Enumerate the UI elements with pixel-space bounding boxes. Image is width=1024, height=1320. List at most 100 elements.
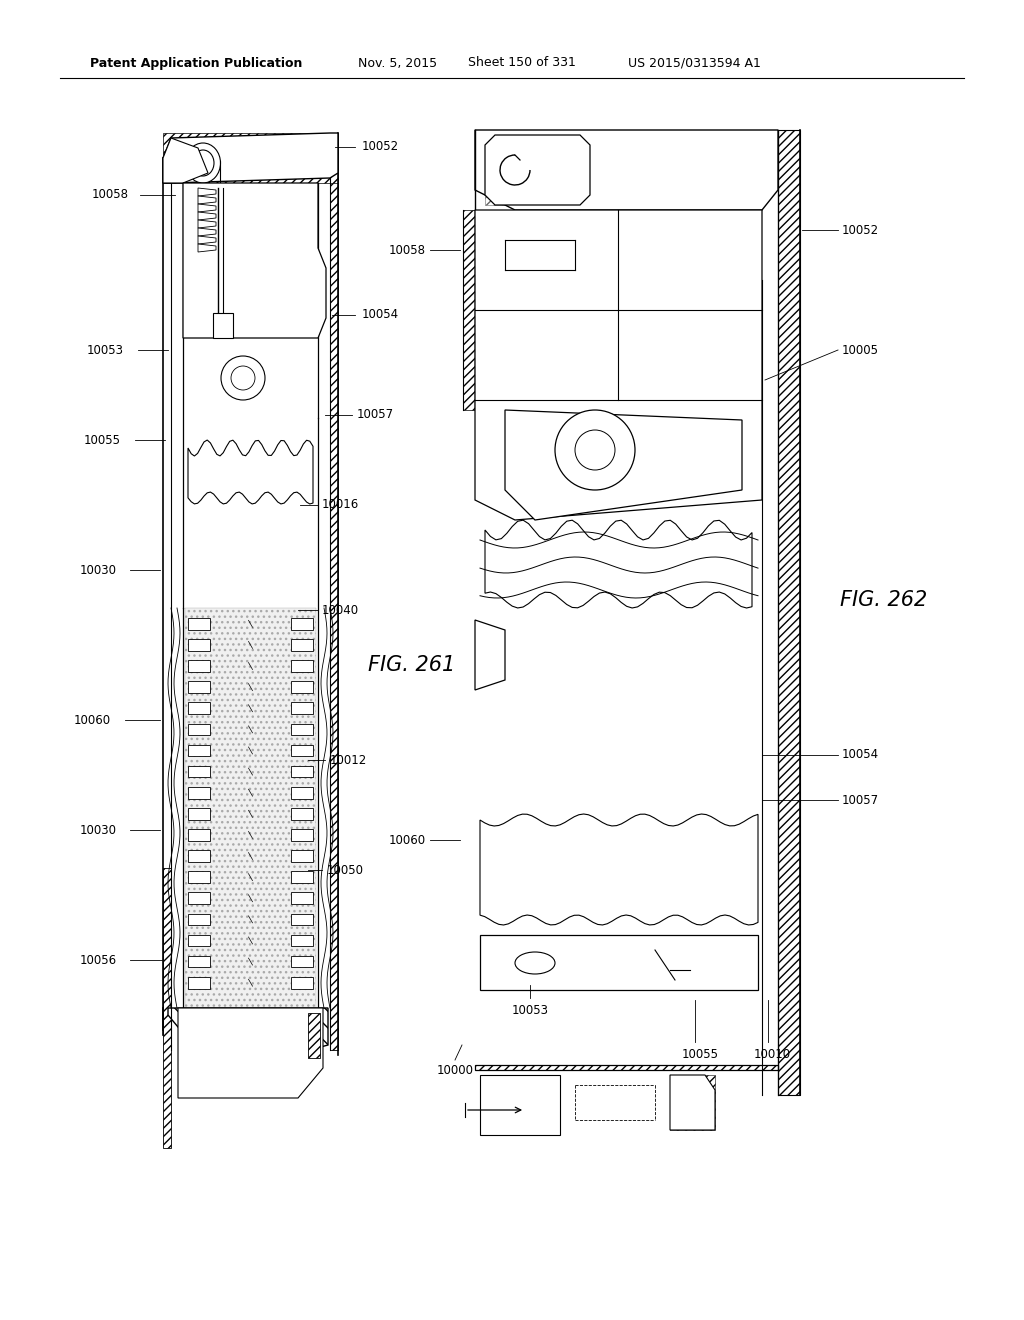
Text: 10030: 10030	[80, 824, 117, 837]
Bar	[188, 956, 210, 968]
Bar	[485, 135, 590, 205]
Polygon shape	[475, 620, 505, 690]
Bar	[188, 723, 210, 735]
Polygon shape	[163, 133, 338, 183]
Bar	[188, 977, 210, 989]
Bar	[291, 913, 313, 925]
Circle shape	[575, 430, 615, 470]
Text: 10060: 10060	[74, 714, 111, 726]
Text: 10005: 10005	[842, 343, 879, 356]
Bar	[291, 702, 313, 714]
Bar	[291, 787, 313, 799]
Text: 10052: 10052	[842, 223, 879, 236]
Bar	[330, 139, 338, 1049]
Text: Patent Application Publication: Patent Application Publication	[90, 57, 302, 70]
Bar	[463, 210, 475, 411]
Bar	[188, 618, 210, 630]
Bar	[480, 940, 515, 979]
Polygon shape	[485, 520, 752, 609]
Bar	[308, 1012, 319, 1059]
Bar	[670, 1074, 715, 1130]
Bar	[188, 681, 210, 693]
Text: Sheet 150 of 331: Sheet 150 of 331	[468, 57, 575, 70]
Bar	[163, 133, 338, 183]
Polygon shape	[505, 411, 742, 520]
Bar	[291, 681, 313, 693]
Text: 10054: 10054	[842, 748, 879, 762]
Text: 10055: 10055	[682, 1048, 719, 1061]
Bar	[291, 723, 313, 735]
Bar	[291, 618, 313, 630]
Bar	[291, 660, 313, 672]
Bar	[213, 313, 233, 338]
Text: 10050: 10050	[327, 863, 364, 876]
Text: 10057: 10057	[842, 793, 879, 807]
Polygon shape	[670, 1074, 715, 1130]
Polygon shape	[485, 135, 590, 205]
Text: 10058: 10058	[91, 189, 128, 202]
Ellipse shape	[185, 143, 220, 183]
Polygon shape	[475, 129, 778, 210]
Bar	[778, 129, 800, 1096]
Polygon shape	[178, 1008, 323, 1098]
Bar	[291, 829, 313, 841]
Bar	[188, 913, 210, 925]
Polygon shape	[183, 183, 326, 338]
Bar	[291, 956, 313, 968]
Bar	[188, 871, 210, 883]
Bar	[291, 744, 313, 756]
Bar	[188, 660, 210, 672]
Bar	[163, 869, 171, 1148]
Bar	[188, 766, 210, 777]
Polygon shape	[480, 814, 758, 925]
Text: 10056: 10056	[80, 953, 117, 966]
Text: 10000: 10000	[436, 1064, 473, 1077]
Polygon shape	[198, 213, 216, 220]
Bar	[188, 829, 210, 841]
Text: 10053: 10053	[512, 1003, 549, 1016]
Bar	[188, 639, 210, 651]
Bar	[185, 609, 316, 1008]
Text: 10012: 10012	[330, 754, 367, 767]
Text: 10058: 10058	[388, 243, 426, 256]
Polygon shape	[198, 195, 216, 205]
Text: 10055: 10055	[84, 433, 121, 446]
Polygon shape	[475, 210, 762, 520]
Ellipse shape	[515, 952, 555, 974]
Bar	[188, 744, 210, 756]
Text: FIG. 261: FIG. 261	[368, 655, 456, 675]
Bar	[188, 702, 210, 714]
Text: US 2015/0313594 A1: US 2015/0313594 A1	[628, 57, 761, 70]
Text: 10053: 10053	[86, 343, 124, 356]
Bar	[483, 1078, 557, 1133]
Text: 10016: 10016	[322, 499, 358, 511]
Polygon shape	[198, 220, 216, 228]
Polygon shape	[198, 187, 216, 195]
Bar	[291, 935, 313, 946]
Polygon shape	[163, 139, 208, 183]
Bar	[188, 808, 210, 820]
Text: 10040: 10040	[322, 603, 358, 616]
Text: 10010: 10010	[754, 1048, 791, 1061]
Bar	[291, 639, 313, 651]
Text: 10057: 10057	[356, 408, 393, 421]
Text: Nov. 5, 2015: Nov. 5, 2015	[358, 57, 437, 70]
Bar	[291, 871, 313, 883]
Bar	[291, 808, 313, 820]
Text: 10060: 10060	[388, 833, 426, 846]
Polygon shape	[168, 1008, 328, 1074]
Text: 10030: 10030	[80, 564, 117, 577]
Polygon shape	[510, 414, 737, 515]
Bar	[480, 1074, 560, 1135]
Polygon shape	[198, 244, 216, 252]
Bar	[480, 935, 758, 990]
Bar	[188, 935, 210, 946]
Bar	[291, 766, 313, 777]
Text: 10054: 10054	[361, 309, 398, 322]
Text: FIG. 262: FIG. 262	[840, 590, 928, 610]
Text: 10052: 10052	[361, 140, 398, 153]
Bar	[188, 850, 210, 862]
Bar	[291, 850, 313, 862]
Bar	[291, 892, 313, 904]
Bar	[291, 977, 313, 989]
